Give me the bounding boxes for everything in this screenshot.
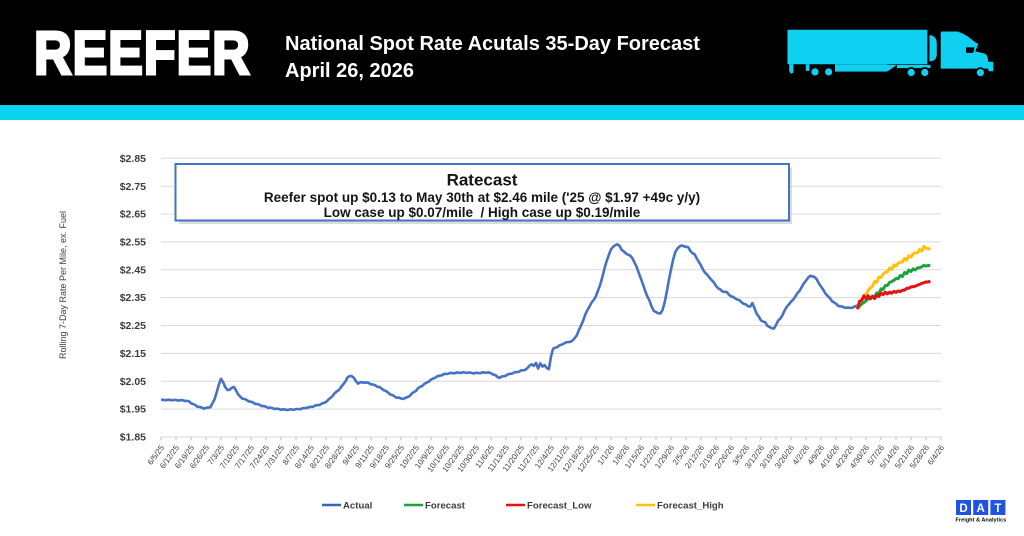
- svg-text:Ratecast: Ratecast: [447, 171, 518, 190]
- svg-text:$2.15: $2.15: [120, 348, 146, 360]
- svg-text:$2.65: $2.65: [120, 209, 146, 221]
- svg-text:T: T: [994, 503, 1001, 515]
- svg-text:$2.55: $2.55: [120, 237, 146, 249]
- svg-text:$1.95: $1.95: [120, 404, 146, 416]
- svg-text:Freight & Analytics: Freight & Analytics: [956, 518, 1007, 524]
- svg-text:$1.85: $1.85: [120, 432, 146, 444]
- svg-text:$2.35: $2.35: [120, 292, 146, 304]
- svg-text:Forecast: Forecast: [425, 501, 466, 512]
- svg-text:Reefer spot up $0.13 to May 30: Reefer spot up $0.13 to May 30th at $2.4…: [264, 190, 700, 205]
- svg-text:$2.85: $2.85: [120, 153, 146, 165]
- svg-text:$2.05: $2.05: [120, 376, 146, 388]
- svg-text:$2.45: $2.45: [120, 264, 146, 276]
- svg-text:$2.25: $2.25: [120, 320, 146, 332]
- svg-text:D: D: [959, 503, 967, 515]
- svg-text:A: A: [977, 503, 985, 515]
- svg-text:6/4/26: 6/4/26: [926, 443, 947, 467]
- svg-text:Forecast_High: Forecast_High: [657, 501, 724, 512]
- svg-text:Actual: Actual: [343, 501, 372, 512]
- svg-text:Low case up $0.07/mile / High: Low case up $0.07/mile / High case up $0…: [324, 205, 641, 220]
- svg-text:Forecast_Low: Forecast_Low: [527, 501, 592, 512]
- svg-text:Rolling 7-Day Rate Per Mile, e: Rolling 7-Day Rate Per Mile, ex. Fuel: [58, 211, 68, 359]
- svg-text:$2.75: $2.75: [120, 181, 146, 193]
